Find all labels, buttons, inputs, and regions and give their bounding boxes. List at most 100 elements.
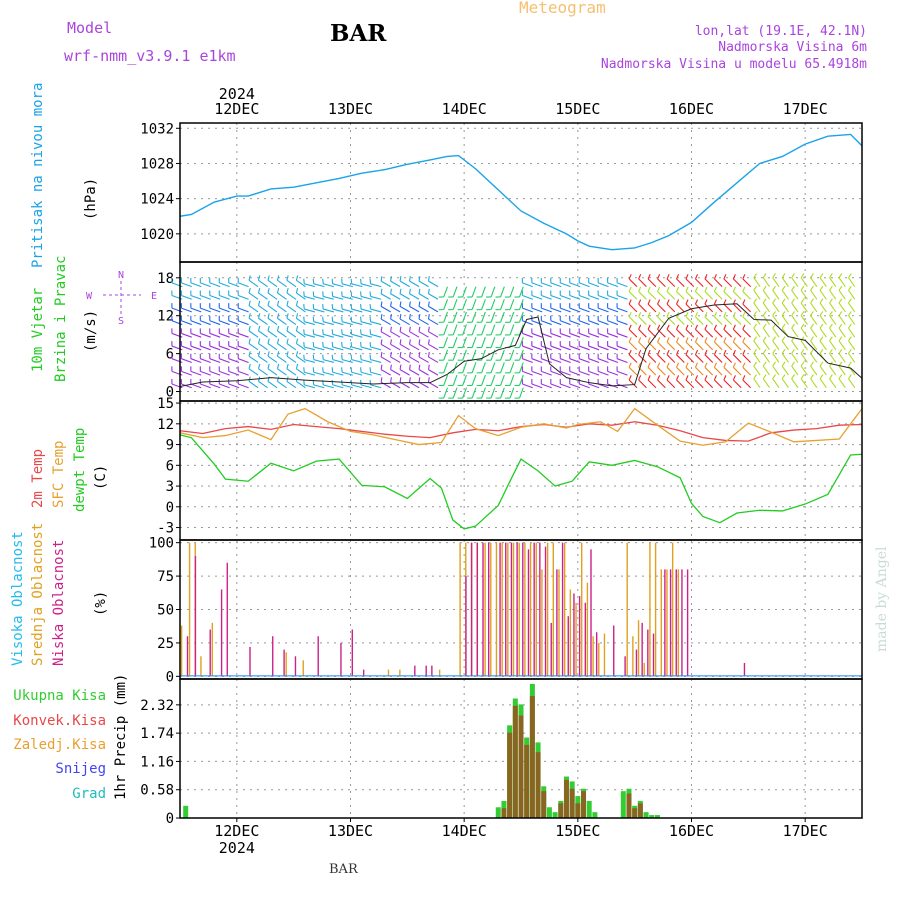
wind-barb-388 (579, 370, 590, 376)
wind-barb-254 (443, 362, 449, 373)
wind-barb-127 (304, 371, 316, 376)
wind-barb-337 (522, 332, 533, 338)
wind-barb-41 (209, 320, 221, 326)
wind-barb-72 (248, 380, 259, 389)
wind-barb-249 (428, 305, 439, 313)
wind-barb-flag-495 (694, 375, 699, 381)
wind-barb-406 (597, 370, 609, 376)
wind-barb-flag-617 (819, 311, 824, 316)
ytick-label-precip-4: 2.32 (140, 698, 174, 714)
wind-barb-26 (190, 282, 202, 288)
wind-barb-559 (762, 365, 771, 376)
wind-barb-402 (588, 307, 600, 313)
wind-barb-flag-75 (248, 338, 251, 344)
wind-barb-flag-505 (704, 362, 708, 368)
wind-barb-496 (695, 366, 704, 376)
wind-barb-506 (704, 354, 714, 363)
wind-barb-292 (481, 336, 486, 348)
wind-barb-184 (360, 333, 372, 338)
wind-barb-160 (332, 295, 344, 300)
wind-barb-flag-110 (286, 351, 289, 357)
wind-barb-362 (550, 358, 562, 363)
wind-barb-flag-510 (704, 299, 708, 305)
wind-barb-flag-514 (713, 362, 717, 368)
wind-barb-244 (428, 369, 439, 376)
wind-barb-88 (258, 292, 268, 300)
wind-barb-flag-497 (694, 349, 699, 355)
wind-barb-flag-447 (638, 299, 642, 305)
wind-barb-53 (219, 282, 230, 288)
wind-barb-192 (370, 346, 382, 351)
wind-barb-flag-210 (390, 339, 392, 345)
wind-barb-393 (579, 307, 590, 313)
ytick-label-wind-3: 18 (157, 271, 174, 287)
wind-barb-flag-167 (341, 316, 343, 322)
wind-barb-flag-518 (713, 311, 717, 317)
wind-barb-619 (819, 289, 827, 300)
wind-barb-422 (607, 282, 619, 288)
wind-barb-265 (452, 336, 458, 348)
wind-barb-flag-463 (657, 324, 661, 330)
wind-barb-586 (791, 365, 799, 376)
wind-barb-319 (509, 336, 515, 348)
wind-barb-374 (560, 320, 571, 326)
wind-barb-223 (399, 293, 410, 300)
wind-barb-flag-227 (409, 351, 411, 358)
wind-barb-136 (313, 371, 325, 376)
wind-barb-flag-112 (286, 325, 289, 332)
wind-barb-417 (607, 345, 619, 351)
wind-barb-302 (490, 324, 496, 336)
precip-total-bar-1 (495, 807, 501, 818)
ytick-label-pressure-3: 1032 (140, 121, 174, 137)
wind-barb-629 (829, 277, 837, 287)
wind-barb-568 (772, 365, 780, 376)
temp-sfc-line (179, 407, 863, 446)
wind-barb-620 (819, 277, 827, 287)
wind-barb-39 (209, 345, 221, 351)
wind-barb-flag-221 (399, 314, 402, 320)
wind-barb-208 (390, 369, 401, 376)
wind-barb-flag-461 (657, 349, 661, 355)
wind-barb-462 (657, 341, 666, 351)
wind-barb-215 (390, 280, 401, 288)
wind-barb-318 (509, 349, 515, 361)
wind-barb-22 (190, 332, 202, 338)
wind-barb-flag-114 (286, 300, 289, 306)
wind-barb-315 (509, 387, 515, 399)
ytick-label-pressure-2: 1028 (140, 156, 174, 172)
wind-barb-107 (277, 279, 287, 288)
wind-barb-flag-598 (800, 323, 805, 329)
wind-barb-flag-206 (380, 276, 383, 282)
wind-barb-83 (258, 355, 268, 363)
wind-barb-436 (628, 329, 638, 338)
wind-barb-flag-106 (276, 287, 280, 294)
wind-barb-556 (753, 289, 761, 300)
wind-barb-flag-536 (732, 311, 736, 317)
wind-barb-flag-73 (248, 363, 251, 369)
wind-barb-flag-213 (390, 301, 392, 307)
precip-conv-bar-14 (632, 808, 638, 818)
wind-barb-490 (685, 329, 695, 338)
wind-barb-68 (238, 320, 249, 326)
wind-barb-572 (772, 315, 780, 325)
wind-barb-flag-446 (638, 311, 642, 317)
wind-barb-435 (628, 341, 638, 351)
wind-barb-flag-601 (800, 285, 805, 291)
wind-barb-369 (560, 383, 571, 389)
wind-barb-531 (732, 379, 742, 389)
wind-barb-326 (518, 362, 524, 373)
wind-barb-flag-453 (647, 337, 651, 343)
wind-barb-flag-603 (810, 374, 814, 380)
wind-barb-flag-493 (685, 286, 689, 292)
wind-barb-461 (657, 354, 666, 363)
wind-barb-313 (500, 299, 505, 310)
wind-barb-271 (462, 374, 467, 386)
wind-barb-flag-531 (732, 375, 736, 381)
meteogram-title: Meteogram (519, 0, 606, 17)
wind-barb-121 (296, 330, 306, 338)
wind-barb-flag-72 (248, 376, 251, 382)
wind-barb-457 (647, 291, 657, 300)
wind-barb-flag-244 (427, 364, 430, 370)
ytick-label-wind-1: 6 (166, 347, 174, 363)
wind-barb-flag-583 (781, 285, 786, 291)
